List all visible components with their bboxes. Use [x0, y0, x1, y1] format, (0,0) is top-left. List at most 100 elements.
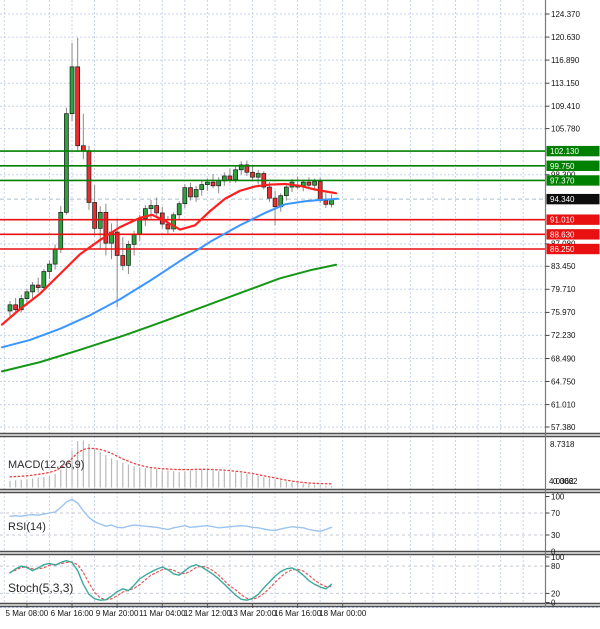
candle-bearish: [250, 171, 255, 178]
price-axis-label: 68.490: [551, 354, 576, 363]
candle-bearish: [306, 181, 312, 186]
rsi-axis-label: 0: [551, 548, 556, 557]
support-price-tag-bg: [546, 229, 600, 240]
candle-bearish: [103, 211, 109, 244]
stoch-d-line: [9, 561, 333, 601]
candle-bullish: [64, 113, 69, 213]
rsi-axis-label: 30: [551, 531, 560, 540]
macd-scale-bottom-overlap-label: 0.0062: [553, 477, 578, 486]
stoch-axis-label: 100: [551, 553, 565, 562]
panel-separator: [0, 489, 600, 493]
resistance-price-tag: 102.130: [550, 147, 579, 156]
rsi-axis-label: 100: [551, 493, 565, 502]
rsi-axis-label: 70: [551, 509, 560, 518]
ma-fast-red-line: [0, 182, 338, 326]
candle-bullish: [18, 298, 24, 311]
stoch-k-line: [9, 559, 333, 601]
candle-bullish: [24, 291, 30, 299]
candle-bullish: [126, 244, 131, 266]
stoch-axis-label: 0: [551, 599, 556, 608]
candle-bullish: [233, 169, 238, 181]
candle-bullish: [171, 214, 176, 230]
candle-bullish: [216, 180, 222, 187]
price-axis-label: 64.750: [551, 377, 576, 386]
price-axis-label: 120.630: [551, 33, 580, 42]
candle-bullish: [199, 184, 205, 190]
candle-bullish: [7, 304, 13, 312]
candle-bearish: [188, 187, 193, 198]
resistance-price-tag: 97.370: [550, 176, 575, 185]
price-axis-label: 109.410: [551, 102, 580, 111]
candle-bearish: [227, 175, 233, 181]
candle-bullish: [137, 218, 143, 235]
panel-separator: [0, 433, 600, 437]
macd-scale-top-label: 8.7318: [550, 440, 575, 449]
candle-bullish: [176, 203, 182, 216]
price-axis-label: 75.970: [551, 308, 576, 317]
candle-bullish: [312, 181, 317, 186]
price-axis-label: 79.710: [551, 285, 576, 294]
candle-bearish: [86, 150, 92, 203]
time-axis-label: 9 Mar 20:00: [96, 609, 139, 618]
candle-bullish: [284, 186, 289, 197]
resistance-price-tag-bg: [546, 160, 600, 171]
rsi-line: [9, 498, 333, 532]
candle-bearish: [272, 197, 278, 208]
current-price-tag: 94.340: [550, 195, 575, 204]
resistance-price-tag-bg: [546, 175, 600, 186]
candle-bearish: [244, 164, 250, 173]
macd-signal-line: [9, 447, 333, 485]
price-axis-label: 98.300: [551, 171, 576, 180]
stoch-axis-label: 80: [551, 562, 560, 571]
candle-bullish: [58, 211, 64, 250]
current-price-tag-bg: [546, 193, 600, 205]
price-axis-label: 61.010: [551, 400, 576, 409]
ma-mid-blue-line: [1, 197, 339, 349]
time-axis-label: 18 Mar 00:00: [319, 609, 367, 618]
time-axis-label: 13 Mar 20:00: [229, 609, 277, 618]
candle-bullish: [30, 284, 35, 293]
candle-bearish: [210, 181, 216, 187]
candle-bearish: [13, 304, 18, 311]
candle-bullish: [52, 248, 58, 265]
time-axis-label: 16 Mar 16:00: [274, 609, 322, 618]
candle-bullish: [205, 181, 210, 185]
candle-bullish: [148, 205, 154, 209]
ma-slow-green-line: [1, 263, 337, 373]
support-price-tag-bg: [546, 214, 600, 225]
macd-scale-bottom-label: 4.0362: [549, 477, 574, 486]
candle-bullish: [255, 173, 261, 178]
price-axis-label: 113.150: [551, 79, 580, 88]
candle-bearish: [80, 145, 86, 152]
price-axis-label: 116.890: [551, 56, 580, 65]
candle-bullish: [143, 208, 148, 219]
candle-bullish: [193, 189, 199, 198]
candle-bearish: [267, 186, 272, 199]
panel-separator: [0, 551, 600, 555]
support-price-tag: 88.630: [550, 230, 575, 239]
price-axis-label: 83.450: [551, 262, 576, 271]
price-axis-label: 105.780: [551, 124, 580, 133]
candle-bearish: [35, 284, 41, 288]
candle-bearish: [323, 200, 329, 205]
price-axis-label: 57.380: [551, 423, 576, 432]
candle-bearish: [75, 66, 81, 147]
candle-bullish: [238, 164, 244, 171]
price-axis-label: 72.230: [551, 331, 576, 340]
price-axis-gutter: [546, 0, 600, 629]
support-price-tag: 86.250: [550, 245, 575, 254]
time-axis-label: 12 Mar 12:00: [184, 609, 232, 618]
panel-separator: [0, 603, 600, 607]
candle-bullish: [69, 66, 75, 115]
candle-bullish: [47, 263, 52, 272]
time-axis-label: 5 Mar 08:00: [6, 609, 49, 618]
candle-bullish: [131, 234, 137, 245]
candle-bullish: [41, 271, 47, 288]
time-axis-label: 11 Mar 04:00: [139, 609, 186, 618]
support-price-tag-bg: [546, 243, 600, 255]
time-axis-label: 6 Mar 16:00: [51, 609, 94, 618]
stoch-axis-label: 20: [551, 589, 560, 598]
candle-bearish: [114, 231, 120, 256]
